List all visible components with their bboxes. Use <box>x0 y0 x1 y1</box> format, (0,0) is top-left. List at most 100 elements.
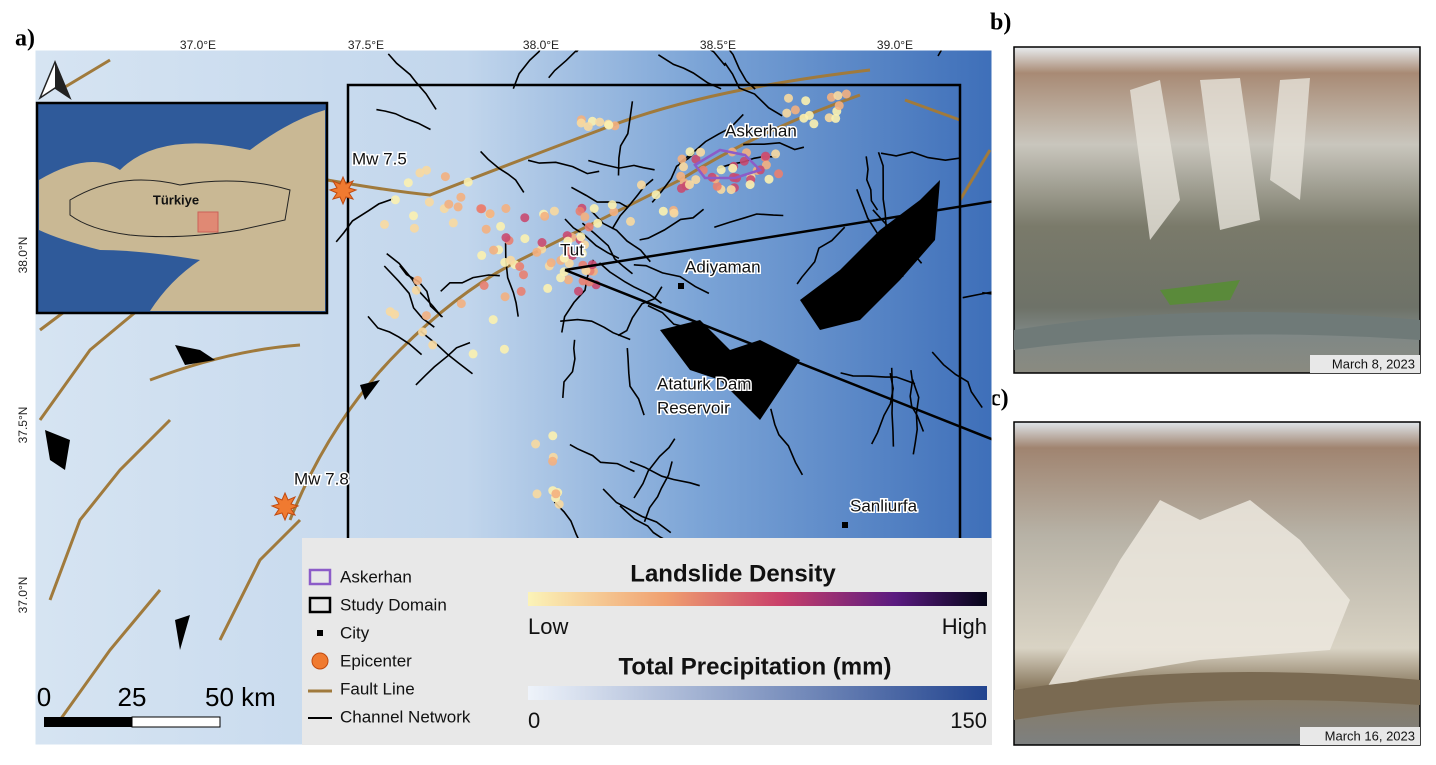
channel <box>633 264 710 295</box>
channel <box>602 488 672 534</box>
city <box>842 522 848 528</box>
landslide <box>677 154 687 164</box>
photo-caption-bg <box>1300 727 1420 745</box>
legend-swatch <box>308 596 332 614</box>
epicenter-label: Mw 7.8 <box>294 469 349 488</box>
channel <box>598 262 662 304</box>
photo-detail <box>1040 500 1350 700</box>
channel <box>399 265 444 318</box>
landslide <box>833 91 843 101</box>
channel <box>527 159 600 175</box>
scale-label: 0 <box>37 682 51 712</box>
landslide <box>428 340 438 350</box>
channel <box>865 156 879 211</box>
channel <box>870 372 895 445</box>
channel <box>911 379 920 455</box>
landslide <box>556 273 566 283</box>
legend-label: Channel Network <box>340 707 471 726</box>
channel <box>619 505 672 544</box>
channel <box>588 159 655 171</box>
channel <box>383 265 435 328</box>
landslide <box>559 253 569 263</box>
landslide <box>444 199 454 209</box>
channel <box>548 50 578 79</box>
legend-swatch <box>311 652 329 670</box>
landslide <box>589 204 599 213</box>
channel <box>415 341 471 386</box>
photo-detail <box>1014 672 1420 720</box>
landslide <box>685 147 695 157</box>
landslide <box>549 206 559 216</box>
place-label: Reservoir <box>657 398 730 417</box>
channel <box>909 369 925 432</box>
colorbar-title: Landslide Density <box>630 560 836 587</box>
landslide <box>782 108 792 118</box>
lon-label: 37.0°E <box>180 38 216 52</box>
photo-detail <box>1130 78 1310 240</box>
place-label: Ataturk Dam <box>657 374 751 393</box>
legend <box>302 538 992 745</box>
landslide <box>500 292 510 302</box>
landslide <box>685 180 694 190</box>
lat-label: 37.0°N <box>16 577 30 614</box>
landslide <box>658 206 668 216</box>
channel <box>562 339 576 398</box>
askerhan-outline <box>693 148 763 180</box>
landslide <box>424 197 434 207</box>
landslide <box>626 216 635 226</box>
scale-label: 50 km <box>205 682 276 712</box>
channel <box>633 438 676 499</box>
landslide <box>477 250 487 260</box>
photo: March 8, 2023 <box>1013 46 1421 374</box>
landslide <box>540 211 550 221</box>
channel <box>512 50 541 89</box>
landslide <box>485 209 495 219</box>
landslide <box>604 120 614 130</box>
landslide <box>728 163 738 173</box>
landslide <box>489 245 499 255</box>
landslide <box>468 349 478 359</box>
landslide <box>390 195 400 205</box>
photo-date: March 8, 2023 <box>1332 356 1415 371</box>
lat-label: 38.0°N <box>16 237 30 274</box>
channel <box>564 218 620 260</box>
landslide <box>532 489 542 499</box>
landslide <box>580 212 590 222</box>
landslide <box>463 177 473 187</box>
callout-line <box>564 200 992 272</box>
channel <box>877 152 887 227</box>
epicenter <box>270 491 300 522</box>
channel <box>376 108 431 131</box>
landslide <box>609 207 619 217</box>
landslide <box>831 113 841 123</box>
inset-study-area <box>197 211 219 233</box>
landslide <box>595 117 605 127</box>
channel <box>728 50 756 90</box>
landslide <box>726 185 736 195</box>
landslide <box>546 258 556 268</box>
channel <box>639 208 705 241</box>
landslide <box>696 147 706 157</box>
landslide <box>440 172 450 182</box>
colorbar-label: High <box>942 614 987 639</box>
precip-colorbar <box>528 686 987 700</box>
epicenter-label: Mw 7.5 <box>352 149 407 168</box>
landslide <box>548 456 558 466</box>
channel <box>367 315 423 356</box>
channel <box>480 150 525 193</box>
landslide <box>531 439 541 449</box>
channel <box>743 141 805 151</box>
place-label: Tut <box>560 240 584 259</box>
lon-label: 37.5°E <box>348 38 384 52</box>
inset-label: Türkiye <box>153 192 199 207</box>
legend-swatch <box>317 630 323 636</box>
colorbar-label: 0 <box>528 708 540 733</box>
landslide <box>636 180 646 190</box>
landslide <box>651 190 661 200</box>
landslide <box>563 275 573 285</box>
photo-detail <box>1160 280 1240 305</box>
channel <box>440 274 500 292</box>
legend-label: Epicenter <box>340 651 412 670</box>
channel <box>709 50 726 67</box>
channel <box>571 186 629 209</box>
